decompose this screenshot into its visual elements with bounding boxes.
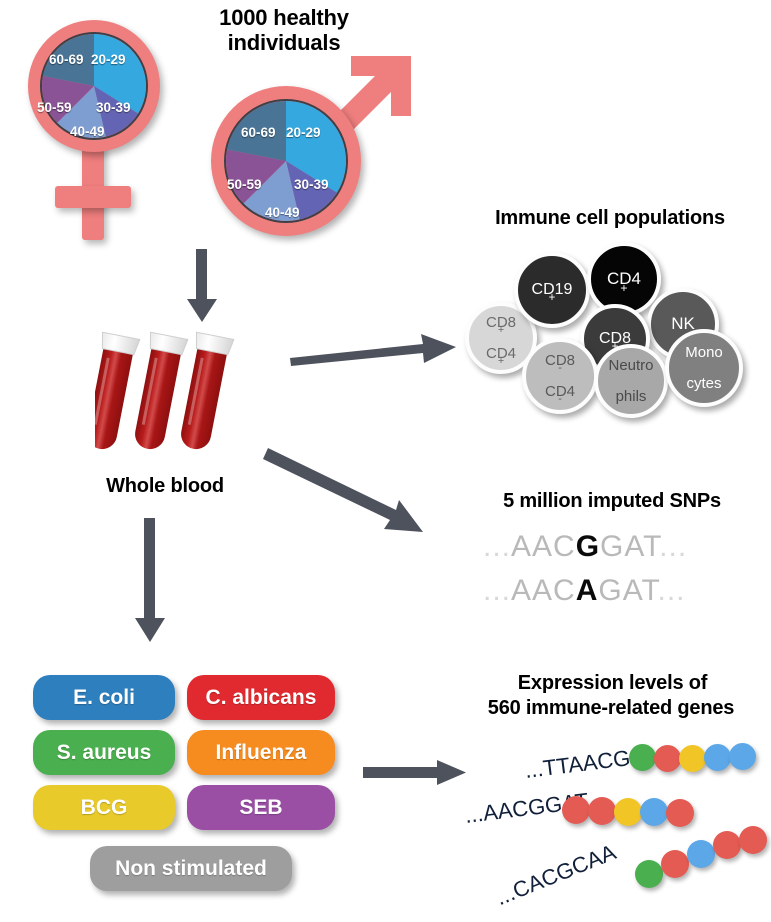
blood-tubes-icon xyxy=(87,330,235,465)
arrow-blood-to-immune xyxy=(290,330,460,370)
cd8n-cd4n-line1: CD8- xyxy=(544,351,575,375)
snp2-suffix: ... xyxy=(657,574,686,607)
snp1-variant: G xyxy=(575,530,601,563)
snp2-right: GAT xyxy=(598,574,658,607)
snp1-right: GAT xyxy=(600,530,660,563)
male-age-label-20-29: 20-29 xyxy=(286,125,321,140)
expression-title-line2: 560 immune-related genes xyxy=(487,697,735,719)
strand-2-bead-1 xyxy=(562,796,590,824)
snp1-prefix: ... xyxy=(483,530,512,563)
arrow-cohort-to-blood xyxy=(182,249,222,324)
nk-label: NK xyxy=(671,314,695,334)
snp-allele-row-2: ...AACAGAT... xyxy=(483,574,686,608)
cd4p-label: CD4 + xyxy=(606,269,641,295)
female-gender-symbol: 20-29 30-39 40-49 50-59 60-69 xyxy=(10,14,190,244)
immune-cell-cluster: CD8+ CD4+ CD19+ CD4+ NK CD8+ CD8- CD4- xyxy=(463,240,763,418)
snp2-left: AAC xyxy=(511,574,576,607)
female-age-label-50-59: 50-59 xyxy=(37,100,72,115)
arrow-blood-to-stimuli xyxy=(130,518,170,643)
neutrophils-line1: Neutro xyxy=(608,356,654,374)
strand-2-bead-2 xyxy=(588,797,616,825)
stimulus-c-albicans[interactable]: C. albicans xyxy=(187,675,335,720)
strand-2-bead-4 xyxy=(640,798,668,826)
immune-cell-cd4p: CD4 + xyxy=(587,242,661,316)
snp2-prefix: ... xyxy=(483,574,512,607)
strand-3-bead-4 xyxy=(713,831,741,859)
immune-cell-cd8n-cd4n: CD8- CD4- xyxy=(522,338,598,414)
male-age-label-60-69: 60-69 xyxy=(241,125,276,140)
strand-3-bead-5 xyxy=(739,826,767,854)
female-age-label-60-69: 60-69 xyxy=(49,52,84,67)
monocytes-line1: Mono xyxy=(685,343,723,361)
stimulus-c-albicans-label: C. albicans xyxy=(205,685,317,709)
female-symbol-crossbar xyxy=(55,186,131,208)
male-gender-symbol: 20-29 30-39 40-49 50-59 60-69 xyxy=(203,52,418,247)
female-age-label-40-49: 40-49 xyxy=(70,124,105,139)
immune-populations-title: Immune cell populations xyxy=(495,207,725,229)
female-age-label-30-39: 30-39 xyxy=(96,100,131,115)
neutrophils-line2: phils xyxy=(615,387,647,405)
strand-2-bead-3 xyxy=(614,798,642,826)
stimulus-s-aureus-label: S. aureus xyxy=(56,740,152,764)
strand-1-bead-5 xyxy=(729,743,756,770)
expression-strand-1: ...TTAACGG xyxy=(523,742,771,802)
snp1-suffix: ... xyxy=(659,530,688,563)
strand-2-bead-5 xyxy=(666,799,694,827)
arrow-blood-to-snps xyxy=(263,448,443,543)
immune-cell-monocytes: Mono cytes xyxy=(665,329,743,407)
immune-cell-cd19p: CD19 + xyxy=(514,252,590,328)
cd8n-cd4n-line2: CD4- xyxy=(544,382,575,406)
immune-cell-neutrophils: Neutro phils xyxy=(594,344,668,418)
snp2-variant: A xyxy=(575,574,599,607)
cd8p-cd4p-line1: CD8 + xyxy=(485,313,516,337)
stimulus-bcg[interactable]: BCG xyxy=(33,785,175,830)
arrow-stimuli-to-expression xyxy=(363,758,468,788)
strand-1-bead-2 xyxy=(654,745,681,772)
stimulus-influenza-label: Influenza xyxy=(215,740,307,764)
stimulus-seb[interactable]: SEB xyxy=(187,785,335,830)
male-age-label-50-59: 50-59 xyxy=(227,177,262,192)
strand-3-bead-3 xyxy=(687,840,715,868)
stimulus-seb-label: SEB xyxy=(239,795,283,819)
expression-strand-2: ...AACGGAT xyxy=(463,788,765,850)
stimulus-non-stimulated-label: Non stimulated xyxy=(115,856,267,880)
strand-1-bead-4 xyxy=(704,744,731,771)
female-age-pie xyxy=(40,32,148,140)
snp-allele-row-1: ...AACGGAT... xyxy=(483,530,687,564)
male-age-label-40-49: 40-49 xyxy=(265,205,300,220)
cd19p-label: CD19 + xyxy=(531,280,573,305)
stimulus-non-stimulated[interactable]: Non stimulated xyxy=(90,846,292,891)
snps-title: 5 million imputed SNPs xyxy=(503,490,721,512)
expression-strand-3: ...CACGCAA xyxy=(487,824,771,914)
female-age-label-20-29: 20-29 xyxy=(91,52,126,67)
whole-blood-label: Whole blood xyxy=(106,475,224,497)
strand-3-bead-1 xyxy=(635,860,663,888)
snp1-left: AAC xyxy=(511,530,576,563)
stimulus-e-coli[interactable]: E. coli xyxy=(33,675,175,720)
expression-title-line1: Expression levels of xyxy=(517,672,708,694)
strand-3-sequence: ...CACGCAA xyxy=(492,839,620,911)
stimulus-influenza[interactable]: Influenza xyxy=(187,730,335,775)
monocytes-line2: cytes xyxy=(686,374,722,392)
stimulus-bcg-label: BCG xyxy=(80,795,128,819)
strand-1-bead-1 xyxy=(629,744,656,771)
page-title: 1000 healthy individuals xyxy=(219,5,349,55)
cd8p-cd4p-line2: CD4 + xyxy=(485,344,516,368)
male-age-pie xyxy=(224,99,348,223)
stimulus-e-coli-label: E. coli xyxy=(73,685,135,709)
strand-1-bead-3 xyxy=(679,745,706,772)
strand-3-bead-2 xyxy=(661,850,689,878)
male-age-label-30-39: 30-39 xyxy=(294,177,329,192)
stimulus-s-aureus[interactable]: S. aureus xyxy=(33,730,175,775)
